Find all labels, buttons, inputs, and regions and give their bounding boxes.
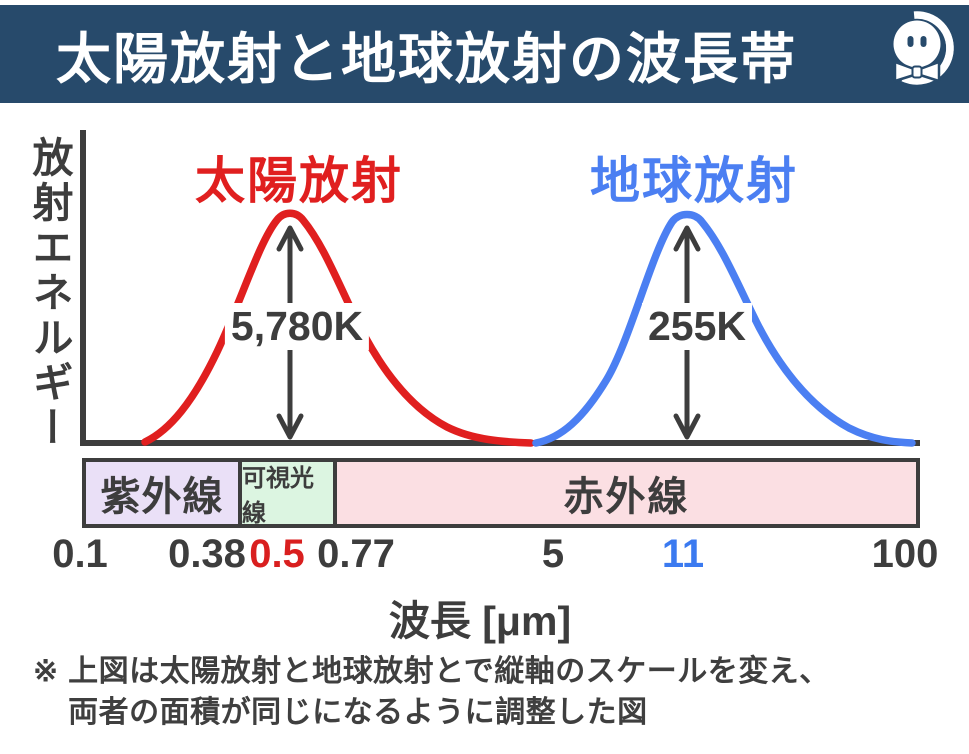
band-infrared: 赤外線: [333, 462, 916, 524]
terrestrial-temperature-label: 255K: [641, 303, 753, 350]
band-infrared-label: 赤外線: [563, 475, 690, 519]
wavelength-band-strip: 紫外線 可視光線 赤外線: [82, 458, 920, 528]
terrestrial-curve: [532, 210, 916, 447]
x-tick-100: 100: [871, 532, 939, 576]
footnote-text: 上図は太陽放射と地球放射とで縦軸のスケールを変え、 両者の面積が同じになるように…: [68, 651, 830, 733]
x-tick-11: 11: [661, 532, 705, 576]
footnote-line-1: 上図は太陽放射と地球放射とで縦軸のスケールを変え、: [68, 655, 830, 688]
band-visible: 可視光線: [238, 462, 333, 527]
footnote-line-2: 両者の面積が同じになるように調整した図: [68, 696, 648, 729]
footnote-marker: ※: [33, 655, 59, 688]
page-title: 太陽放射と地球放射の波長帯: [56, 28, 798, 90]
x-tick-0.77: 0.77: [317, 532, 395, 576]
band-ultraviolet: 紫外線: [86, 462, 238, 524]
solar-series-label: 太陽放射: [195, 153, 403, 209]
terrestrial-series-label: 地球放射: [590, 153, 798, 209]
y-axis-label: 放射エネルギー: [26, 136, 72, 451]
x-tick-0.5: 0.5: [249, 532, 305, 576]
band-ultraviolet-label: 紫外線: [100, 475, 224, 519]
header-bar: 太陽放射と地球放射の波長帯: [0, 5, 969, 103]
x-tick-5: 5: [541, 532, 565, 576]
x-tick-0.1: 0.1: [52, 532, 108, 576]
solar-curve: [141, 209, 535, 447]
band-visible-label: 可視光線: [242, 465, 314, 527]
x-axis-label: 波長 [μm]: [388, 598, 572, 644]
solar-temperature-label: 5,780K: [224, 303, 370, 350]
x-tick-0.38: 0.38: [168, 532, 246, 576]
mascot-face-bowtie-icon: [893, 11, 954, 85]
axes-lines: [80, 130, 920, 446]
footnote: ※ 上図は太陽放射と地球放射とで縦軸のスケールを変え、 両者の面積が同じになるよ…: [33, 651, 830, 733]
